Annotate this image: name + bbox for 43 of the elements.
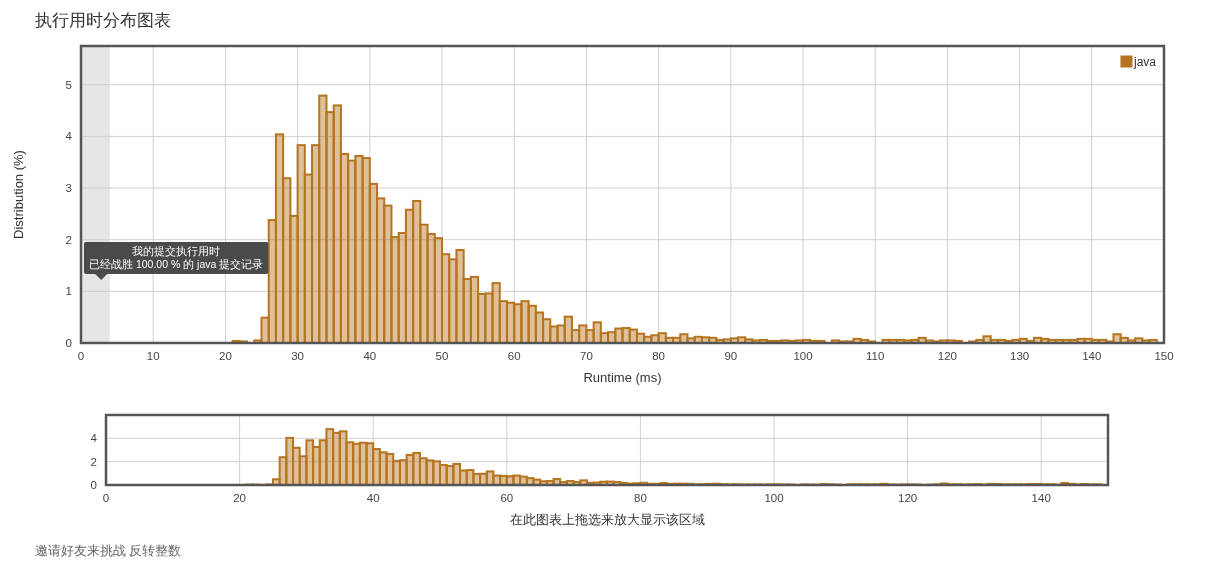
tooltip: 我的提交执行用时 已经战胜 100.00 % 的 java 提交记录 — [84, 242, 269, 281]
annotation: 我的提交执行用时 — [132, 245, 221, 258]
x-tick-label: 30 — [291, 350, 304, 362]
x-tick-label: 110 — [866, 350, 885, 362]
x-tick-label: 20 — [219, 350, 232, 362]
legend: java — [1120, 55, 1156, 69]
x-tick-label: 90 — [724, 350, 738, 362]
x-tick-label: 0 — [102, 492, 110, 504]
x-tick-label: 40 — [366, 492, 380, 504]
y-tick-label: 4 — [65, 130, 73, 143]
x-tick-label: 60 — [500, 492, 514, 504]
x-tick-label: 70 — [580, 350, 593, 362]
annotation: 已经战胜 100.00 % 的 java 提交记录 — [89, 258, 264, 271]
x-tick-label: 50 — [435, 350, 449, 362]
y-tick-label: 0 — [90, 479, 97, 491]
x-tick-label: 120 — [937, 350, 957, 362]
y-tick-label: 4 — [90, 432, 98, 445]
x-axis-title: Runtime (ms) — [583, 370, 662, 385]
legend-label: java — [1132, 55, 1157, 69]
x-tick-label: 140 — [1031, 492, 1051, 504]
x-tick-label: 150 — [1154, 350, 1174, 362]
x-tick-label: 10 — [146, 350, 160, 362]
y-tick-label: 2 — [90, 455, 97, 468]
chart-title: 执行用时分布图表 — [35, 11, 171, 30]
x-tick-label: 140 — [1082, 350, 1102, 362]
y-tick-label: 5 — [65, 78, 72, 91]
text: 邀请好友来挑战 反转整数 — [35, 544, 182, 558]
x-tick-label: 130 — [1010, 350, 1030, 362]
y-tick-label: 2 — [65, 233, 72, 246]
x-tick-label: 80 — [634, 492, 647, 504]
y-tick-label: 3 — [65, 182, 72, 195]
x-tick-label: 80 — [652, 350, 665, 362]
x-axis-title: 在此图表上拖选来放大显示该区域 — [509, 512, 705, 527]
y-tick-label: 0 — [65, 337, 72, 349]
x-tick-label: 40 — [363, 350, 377, 362]
y-axis-title: Distribution (%) — [11, 150, 26, 239]
x-tick-label: 100 — [764, 492, 784, 504]
x-tick-label: 0 — [77, 350, 85, 362]
x-tick-label: 60 — [507, 350, 521, 362]
y-tick-label: 1 — [65, 285, 72, 298]
x-tick-label: 100 — [793, 350, 813, 362]
x-tick-label: 120 — [898, 492, 918, 504]
x-tick-label: 20 — [233, 492, 246, 504]
